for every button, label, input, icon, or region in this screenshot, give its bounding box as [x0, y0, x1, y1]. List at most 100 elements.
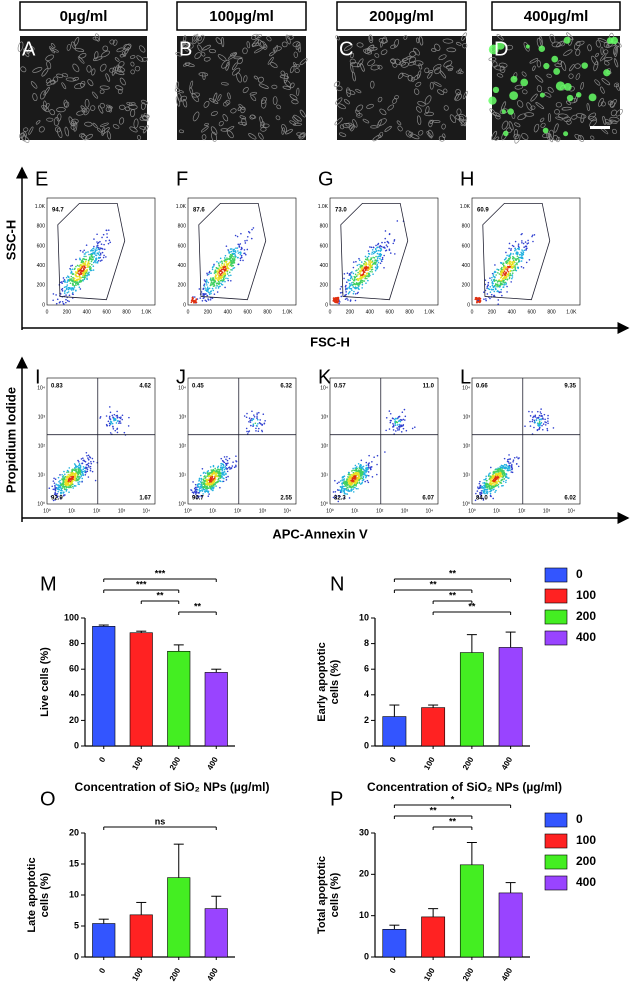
- event-dot: [511, 270, 513, 272]
- significance-label: ***: [136, 579, 147, 589]
- event-dot: [483, 298, 485, 300]
- event-dot: [193, 300, 195, 302]
- event-dot: [353, 293, 355, 295]
- event-dot: [77, 276, 79, 278]
- event-dot: [215, 269, 217, 271]
- x-tick-label: 400: [500, 755, 515, 772]
- event-dot: [219, 261, 221, 263]
- event-dot: [221, 276, 223, 278]
- event-dot: [64, 484, 66, 486]
- event-dot: [508, 466, 510, 468]
- event-dot: [233, 253, 235, 255]
- event-dot: [354, 287, 356, 289]
- event-dot: [85, 472, 87, 474]
- event-dot: [82, 471, 84, 473]
- event-dot: [195, 298, 197, 300]
- event-dot: [497, 272, 499, 274]
- event-dot: [524, 249, 526, 251]
- fluorescent-cell: [553, 68, 560, 75]
- event-dot: [206, 300, 208, 302]
- event-dot: [65, 299, 67, 301]
- event-dot: [80, 250, 82, 252]
- event-dot: [360, 270, 362, 272]
- micrograph: [175, 33, 308, 142]
- event-dot: [78, 268, 80, 270]
- event-dot: [74, 268, 76, 270]
- event-dot: [368, 261, 370, 263]
- event-dot: [502, 465, 504, 467]
- event-dot: [66, 282, 68, 284]
- event-dot: [378, 250, 380, 252]
- event-dot: [499, 273, 501, 275]
- event-dot: [521, 253, 523, 255]
- event-dot: [52, 489, 54, 491]
- event-dot: [477, 488, 479, 490]
- event-dot: [99, 241, 101, 243]
- event-dot: [406, 430, 408, 432]
- event-dot: [508, 258, 510, 260]
- event-dot: [246, 240, 248, 242]
- event-dot: [493, 485, 495, 487]
- event-dot: [488, 474, 490, 476]
- event-dot: [336, 300, 338, 302]
- event-dot: [490, 467, 492, 469]
- event-dot: [117, 432, 119, 434]
- event-dot: [209, 271, 211, 273]
- legend-swatch: [545, 568, 567, 582]
- event-dot: [248, 231, 250, 233]
- event-dot: [246, 428, 248, 430]
- event-dot: [257, 423, 259, 425]
- event-dot: [72, 294, 74, 296]
- event-dot: [384, 238, 386, 240]
- event-dot: [540, 423, 542, 425]
- event-dot: [353, 491, 355, 493]
- event-dot: [360, 483, 362, 485]
- x-tick-label: 10⁴: [426, 508, 434, 514]
- event-dot: [340, 288, 342, 290]
- event-dot: [73, 289, 75, 291]
- event-dot: [376, 464, 378, 466]
- event-dot: [244, 252, 246, 254]
- event-dot: [85, 256, 87, 258]
- x-tick-label: 0: [46, 309, 49, 315]
- event-dot: [369, 271, 371, 273]
- event-dot: [85, 466, 87, 468]
- event-dot: [483, 485, 485, 487]
- event-dot: [90, 470, 92, 472]
- event-dot: [397, 424, 399, 426]
- event-dot: [386, 417, 388, 419]
- axis-title: Live cells (%): [39, 647, 51, 717]
- event-dot: [540, 419, 542, 421]
- event-dot: [490, 488, 492, 490]
- event-dot: [491, 486, 493, 488]
- event-dot: [508, 462, 510, 464]
- event-dot: [55, 294, 57, 296]
- event-dot: [204, 481, 206, 483]
- event-dot: [357, 272, 359, 274]
- event-dot: [338, 303, 340, 305]
- event-dot: [221, 475, 223, 477]
- event-dot: [93, 461, 95, 463]
- event-dot: [512, 274, 514, 276]
- event-dot: [350, 486, 352, 488]
- event-dot: [255, 428, 257, 430]
- event-dot: [368, 465, 370, 467]
- event-dot: [507, 266, 509, 268]
- event-dot: [362, 270, 364, 272]
- event-dot: [121, 419, 123, 421]
- panel-label: F: [176, 168, 188, 190]
- event-dot: [63, 494, 65, 496]
- event-dot: [250, 421, 252, 423]
- event-dot: [242, 260, 244, 262]
- event-dot: [350, 300, 352, 302]
- event-dot: [63, 491, 65, 493]
- event-dot: [365, 264, 367, 266]
- event-dot: [255, 422, 257, 424]
- event-dot: [213, 466, 215, 468]
- event-dot: [237, 236, 239, 238]
- event-dot: [110, 432, 112, 434]
- event-dot: [503, 474, 505, 476]
- event-dot: [102, 248, 104, 250]
- y-tick-label: 1.0K: [318, 204, 329, 210]
- event-dot: [495, 481, 497, 483]
